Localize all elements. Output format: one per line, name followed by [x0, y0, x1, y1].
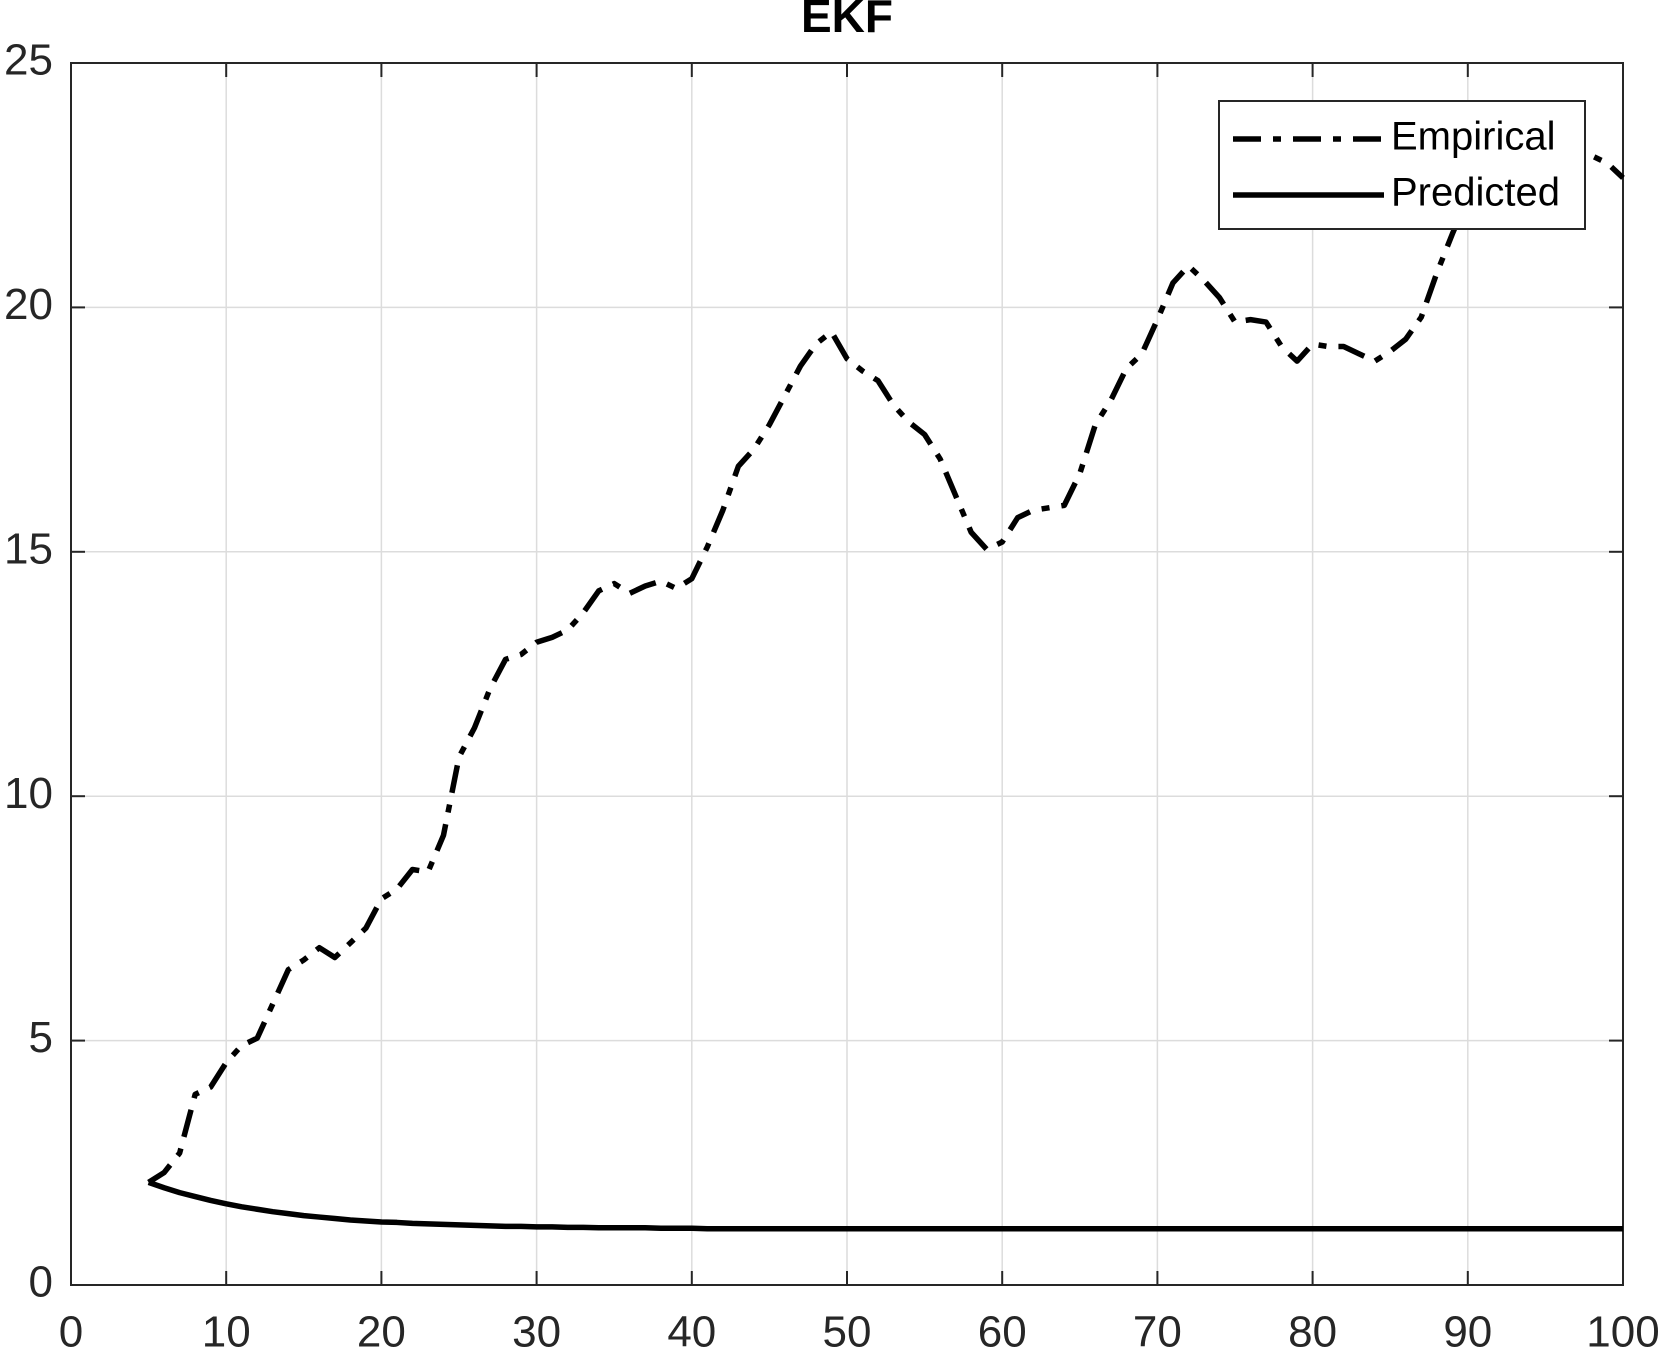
x-tick-label: 80 [1288, 1308, 1337, 1356]
x-tick-label: 40 [667, 1308, 716, 1356]
y-tick-label: 25 [4, 36, 53, 85]
x-tick-label: 20 [357, 1308, 406, 1356]
plot-frame [70, 62, 1624, 1286]
legend-label: Predicted [1391, 171, 1560, 215]
y-tick-label: 15 [4, 524, 53, 573]
y-tick-label: 0 [29, 1258, 53, 1307]
x-tick-label: 10 [202, 1308, 251, 1356]
x-tick-label: 0 [59, 1308, 83, 1356]
chart-title: EKF [801, 0, 893, 42]
y-tick-label: 10 [4, 769, 53, 818]
x-tick-label: 100 [1586, 1308, 1659, 1356]
legend-label: Empirical [1391, 115, 1555, 159]
x-tick-label: 70 [1133, 1308, 1182, 1356]
x-tick-label: 60 [978, 1308, 1027, 1356]
x-tick-label: 90 [1443, 1308, 1492, 1356]
y-tick-label: 5 [29, 1013, 53, 1062]
y-tick-label: 20 [4, 280, 53, 329]
series-line [147, 1179, 1623, 1232]
series-line [147, 128, 1625, 1185]
x-tick-label: 50 [823, 1308, 872, 1356]
x-tick-label: 30 [512, 1308, 561, 1356]
legend-box [1218, 100, 1586, 230]
